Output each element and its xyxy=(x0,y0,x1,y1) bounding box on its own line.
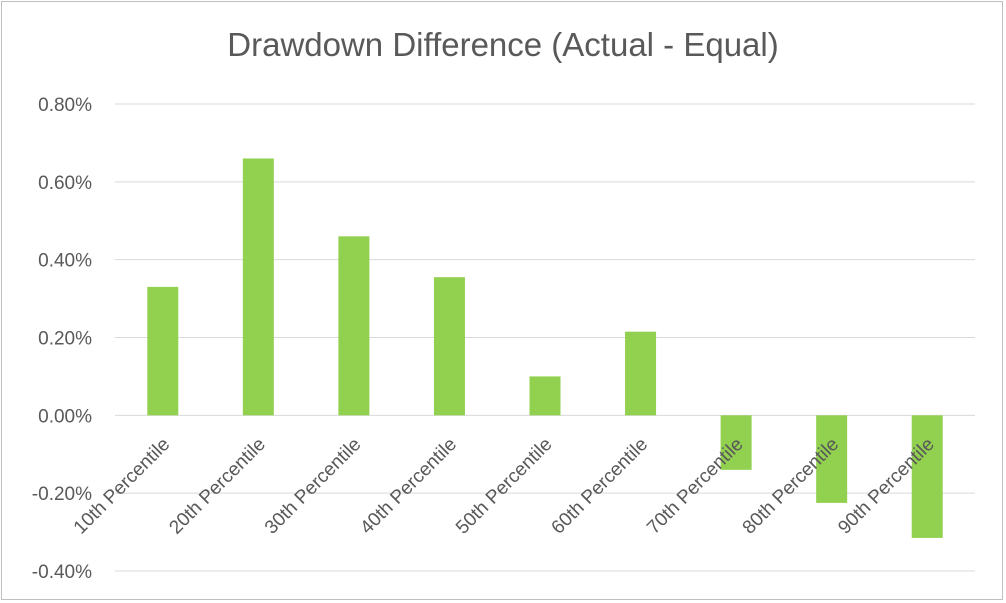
bar xyxy=(816,415,848,503)
x-category-label: 40th Percentile xyxy=(357,434,461,538)
y-tick-label: 0.60% xyxy=(38,173,92,194)
y-axis-tick-labels: 0.80% 0.60% 0.40% 0.20% 0.00% -0.20% -0.40% xyxy=(32,95,92,583)
x-category-label: 20th Percentile xyxy=(165,434,269,538)
x-category-label: 70th Percentile xyxy=(643,434,747,538)
bar xyxy=(433,277,465,416)
x-category-label: 30th Percentile xyxy=(261,434,365,538)
y-tick-label: -0.40% xyxy=(32,562,92,583)
bar xyxy=(338,236,370,416)
x-category-label: 60th Percentile xyxy=(548,434,652,538)
y-tick-label: -0.20% xyxy=(32,484,92,505)
bar xyxy=(911,415,943,538)
bar xyxy=(147,286,179,416)
y-tick-label: 0.20% xyxy=(38,329,92,350)
bar xyxy=(242,158,274,416)
bars xyxy=(147,158,943,538)
y-tick-label: 0.80% xyxy=(38,95,92,116)
chart-title: Drawdown Difference (Actual - Equal) xyxy=(227,26,779,63)
bar xyxy=(720,415,752,470)
x-category-label: 50th Percentile xyxy=(452,434,556,538)
y-tick-label: 0.40% xyxy=(38,251,92,272)
y-tick-label: 0.00% xyxy=(38,406,92,427)
bar xyxy=(529,376,561,416)
bar xyxy=(625,331,657,416)
